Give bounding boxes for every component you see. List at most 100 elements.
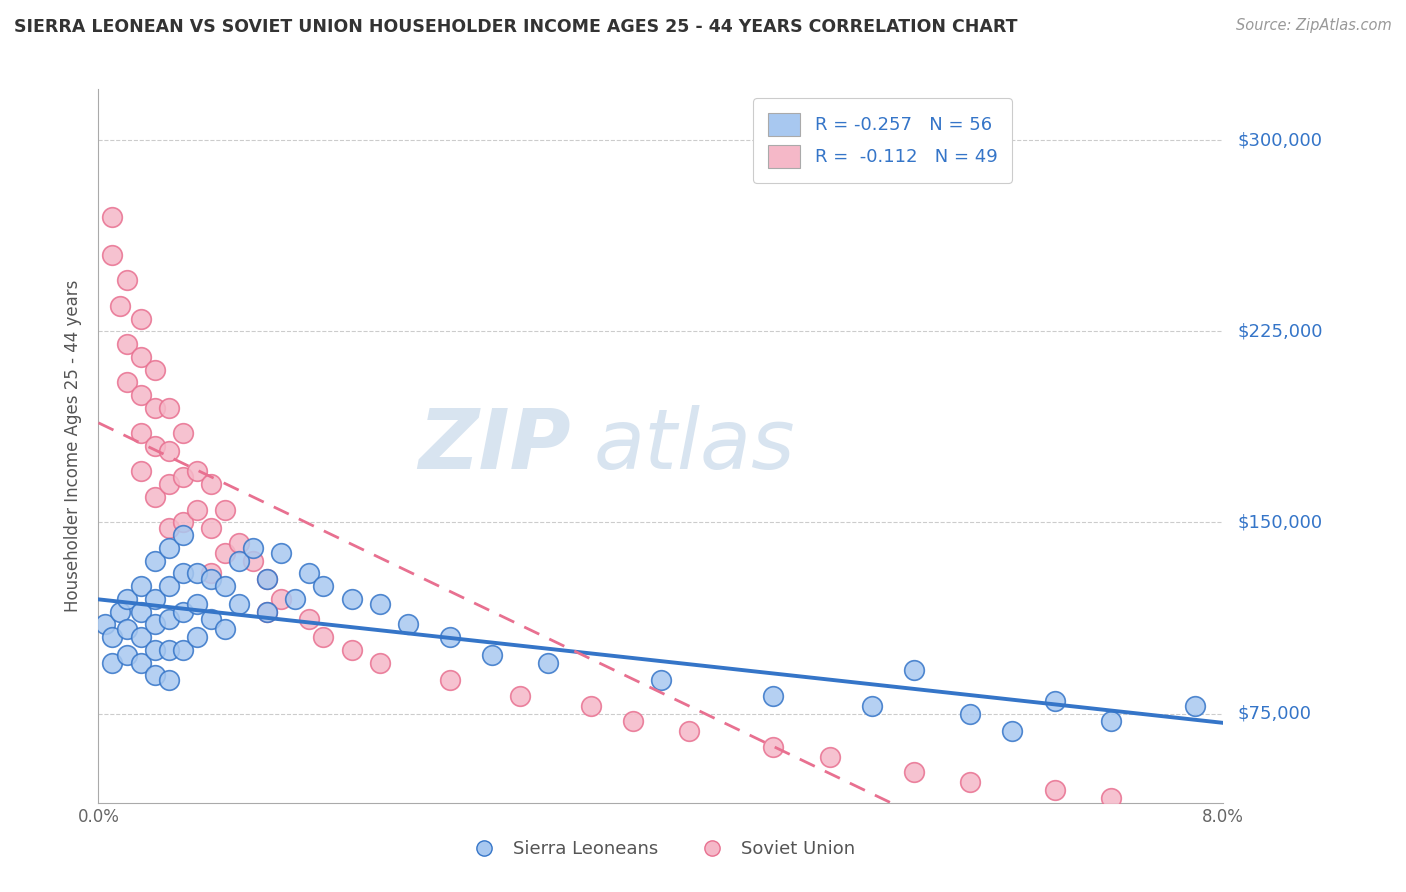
Point xyxy=(115,648,138,662)
Point xyxy=(129,388,152,402)
Point xyxy=(172,516,194,530)
Point xyxy=(172,643,194,657)
Point xyxy=(129,465,152,479)
Point xyxy=(129,426,152,441)
Point xyxy=(115,623,138,637)
Point xyxy=(312,630,335,644)
Point xyxy=(256,572,278,586)
Point xyxy=(143,591,166,606)
Point xyxy=(157,612,180,626)
Point xyxy=(1099,790,1122,805)
Point xyxy=(368,597,391,611)
Point xyxy=(537,656,560,670)
Point xyxy=(270,546,292,560)
Point xyxy=(256,605,278,619)
Point xyxy=(186,502,208,516)
Text: $150,000: $150,000 xyxy=(1237,514,1322,532)
Point xyxy=(129,350,152,364)
Point xyxy=(186,465,208,479)
Point xyxy=(94,617,117,632)
Point xyxy=(186,630,208,644)
Legend: Sierra Leoneans, Soviet Union: Sierra Leoneans, Soviet Union xyxy=(458,833,863,865)
Point xyxy=(214,546,236,560)
Point xyxy=(228,597,250,611)
Point xyxy=(762,689,785,703)
Point xyxy=(157,579,180,593)
Point xyxy=(903,663,925,677)
Point xyxy=(172,426,194,441)
Text: $75,000: $75,000 xyxy=(1237,705,1312,723)
Point xyxy=(1043,783,1066,797)
Point xyxy=(242,554,264,568)
Point xyxy=(143,643,166,657)
Point xyxy=(172,566,194,581)
Point xyxy=(509,689,531,703)
Point xyxy=(1001,724,1024,739)
Point xyxy=(200,520,222,534)
Point xyxy=(129,656,152,670)
Y-axis label: Householder Income Ages 25 - 44 years: Householder Income Ages 25 - 44 years xyxy=(65,280,83,612)
Point xyxy=(101,210,124,224)
Point xyxy=(157,401,180,415)
Point xyxy=(762,739,785,754)
Point xyxy=(129,630,152,644)
Point xyxy=(228,554,250,568)
Point xyxy=(115,376,138,390)
Point xyxy=(396,617,419,632)
Point xyxy=(115,591,138,606)
Point xyxy=(157,643,180,657)
Point xyxy=(256,572,278,586)
Point xyxy=(1043,694,1066,708)
Point xyxy=(214,579,236,593)
Point xyxy=(270,591,292,606)
Point xyxy=(172,469,194,483)
Point xyxy=(860,698,883,713)
Point xyxy=(172,605,194,619)
Point xyxy=(1099,714,1122,729)
Point xyxy=(368,656,391,670)
Point xyxy=(186,566,208,581)
Point xyxy=(129,605,152,619)
Point xyxy=(108,605,131,619)
Text: $225,000: $225,000 xyxy=(1237,322,1323,341)
Point xyxy=(959,775,981,789)
Point xyxy=(157,477,180,491)
Point xyxy=(439,673,461,688)
Text: $300,000: $300,000 xyxy=(1237,131,1322,149)
Text: SIERRA LEONEAN VS SOVIET UNION HOUSEHOLDER INCOME AGES 25 - 44 YEARS CORRELATION: SIERRA LEONEAN VS SOVIET UNION HOUSEHOLD… xyxy=(14,18,1018,36)
Text: ZIP: ZIP xyxy=(418,406,571,486)
Point xyxy=(129,311,152,326)
Point xyxy=(143,490,166,504)
Point xyxy=(284,591,307,606)
Point xyxy=(439,630,461,644)
Point xyxy=(101,630,124,644)
Point xyxy=(157,541,180,555)
Text: Source: ZipAtlas.com: Source: ZipAtlas.com xyxy=(1236,18,1392,33)
Point xyxy=(214,623,236,637)
Point xyxy=(200,477,222,491)
Point xyxy=(172,528,194,542)
Point xyxy=(678,724,700,739)
Point xyxy=(129,579,152,593)
Point xyxy=(200,612,222,626)
Point xyxy=(101,248,124,262)
Point xyxy=(298,566,321,581)
Point xyxy=(157,520,180,534)
Point xyxy=(143,401,166,415)
Point xyxy=(818,750,841,764)
Point xyxy=(340,591,363,606)
Point xyxy=(115,273,138,287)
Point xyxy=(481,648,503,662)
Point xyxy=(143,439,166,453)
Point xyxy=(143,617,166,632)
Point xyxy=(1184,698,1206,713)
Point xyxy=(115,337,138,351)
Point xyxy=(340,643,363,657)
Point xyxy=(143,554,166,568)
Point xyxy=(157,673,180,688)
Point xyxy=(903,765,925,780)
Point xyxy=(200,566,222,581)
Point xyxy=(186,597,208,611)
Point xyxy=(200,572,222,586)
Point xyxy=(312,579,335,593)
